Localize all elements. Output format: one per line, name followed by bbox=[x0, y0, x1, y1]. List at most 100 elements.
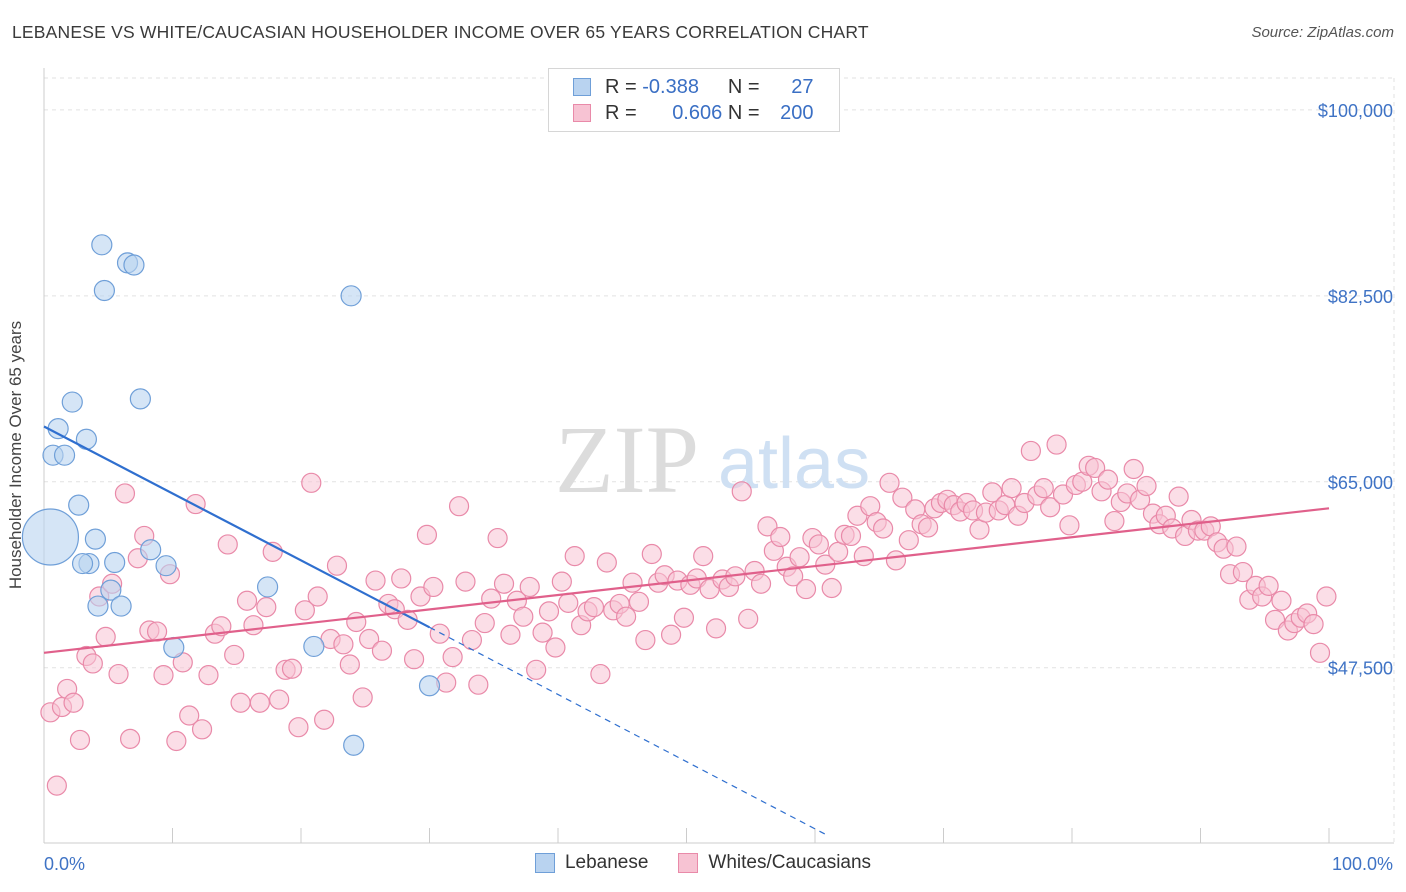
point-whites bbox=[885, 550, 907, 571]
point-lebanese bbox=[21, 508, 80, 566]
legend-swatch-whites bbox=[678, 853, 699, 873]
series-lebanese bbox=[21, 234, 441, 756]
point-whites bbox=[185, 493, 206, 515]
point-whites bbox=[879, 472, 900, 493]
point-whites bbox=[564, 546, 585, 567]
point-lebanese bbox=[84, 528, 107, 550]
point-whites bbox=[1271, 590, 1292, 611]
point-whites bbox=[423, 576, 444, 598]
legend-r-value: 0.606 bbox=[672, 101, 723, 124]
point-whites bbox=[119, 728, 141, 749]
trend-line-lebanese-extension bbox=[429, 626, 829, 837]
point-whites bbox=[1059, 515, 1080, 536]
point-whites bbox=[892, 487, 913, 508]
point-whites bbox=[307, 586, 328, 607]
point-whites bbox=[352, 687, 373, 708]
point-whites bbox=[622, 572, 643, 593]
point-whites bbox=[917, 517, 939, 538]
point-whites bbox=[693, 546, 714, 567]
point-whites bbox=[1097, 469, 1119, 490]
point-whites bbox=[770, 526, 791, 548]
legend-r-value: -0.388 bbox=[642, 75, 699, 98]
trend-lines bbox=[43, 425, 1330, 837]
point-lebanese bbox=[418, 675, 441, 697]
point-whites bbox=[166, 730, 187, 752]
point-whites bbox=[416, 524, 438, 545]
point-lebanese bbox=[53, 444, 76, 466]
point-whites bbox=[474, 612, 495, 634]
point-whites bbox=[179, 705, 200, 726]
point-lebanese bbox=[93, 279, 115, 302]
point-whites bbox=[673, 607, 695, 628]
point-whites bbox=[288, 717, 309, 738]
point-lebanese bbox=[47, 418, 69, 440]
legend-item-lebanese: Lebanese bbox=[534, 852, 649, 874]
point-whites bbox=[1085, 457, 1106, 479]
legend-label-lebanese: Lebanese bbox=[564, 852, 649, 873]
point-whites bbox=[359, 628, 380, 650]
point-whites bbox=[532, 622, 553, 643]
point-whites bbox=[294, 600, 315, 621]
point-whites bbox=[738, 608, 759, 629]
y-tick-label: $82,500 bbox=[1328, 287, 1393, 307]
point-whites bbox=[442, 646, 463, 668]
point-whites bbox=[333, 634, 354, 655]
point-whites bbox=[455, 571, 476, 592]
chart-title: LEBANESE VS WHITE/CAUCASIAN HOUSEHOLDER … bbox=[12, 22, 869, 42]
legend-n-label: N = bbox=[727, 101, 760, 124]
point-lebanese bbox=[100, 579, 122, 601]
point-whites bbox=[468, 674, 489, 695]
legend-n-label: N = bbox=[727, 75, 760, 98]
point-lebanese bbox=[140, 539, 162, 561]
point-whites bbox=[821, 577, 842, 599]
point-whites bbox=[873, 518, 894, 539]
series-whites bbox=[40, 434, 1337, 796]
point-lebanese bbox=[303, 635, 325, 658]
point-whites bbox=[224, 644, 245, 666]
point-whites bbox=[326, 555, 348, 576]
legend-r-label: R = bbox=[605, 101, 637, 124]
trend-line-lebanese bbox=[43, 425, 431, 629]
point-whites bbox=[828, 541, 849, 562]
point-whites bbox=[1168, 486, 1189, 507]
point-whites bbox=[481, 588, 502, 609]
point-lebanese bbox=[91, 234, 113, 256]
point-whites bbox=[538, 601, 560, 622]
point-whites bbox=[969, 519, 990, 540]
legend-item-whites: Whites/Caucasians bbox=[678, 852, 871, 874]
point-whites bbox=[236, 590, 258, 611]
y-tick-label: $47,500 bbox=[1328, 659, 1393, 679]
point-whites bbox=[95, 626, 116, 647]
point-whites bbox=[795, 578, 817, 600]
point-whites bbox=[628, 591, 650, 612]
point-whites bbox=[391, 568, 412, 589]
point-lebanese bbox=[129, 388, 151, 410]
point-whites bbox=[301, 472, 322, 493]
legend-n-value: 200 bbox=[780, 101, 814, 124]
point-whites bbox=[249, 692, 270, 713]
point-whites bbox=[243, 615, 264, 636]
point-whites bbox=[1258, 575, 1279, 596]
point-whites bbox=[750, 573, 772, 594]
point-lebanese bbox=[87, 595, 109, 617]
point-lebanese bbox=[61, 391, 83, 413]
point-whites bbox=[558, 592, 579, 613]
point-whites bbox=[371, 640, 393, 661]
point-whites bbox=[108, 663, 129, 685]
point-lebanese bbox=[75, 428, 98, 450]
point-lebanese bbox=[104, 551, 126, 574]
point-whites bbox=[217, 534, 238, 555]
point-whites bbox=[731, 481, 752, 502]
point-whites bbox=[63, 692, 84, 713]
point-whites bbox=[269, 689, 290, 710]
point-whites bbox=[365, 570, 386, 591]
point-whites bbox=[513, 606, 534, 627]
point-whites bbox=[1309, 642, 1331, 663]
point-whites bbox=[314, 709, 335, 730]
point-whites bbox=[783, 566, 804, 587]
source-label: Source: ZipAtlas.com bbox=[1251, 24, 1394, 41]
watermark: ZIP atlas bbox=[555, 406, 870, 513]
point-whites bbox=[1123, 458, 1144, 480]
point-whites bbox=[1226, 536, 1247, 557]
